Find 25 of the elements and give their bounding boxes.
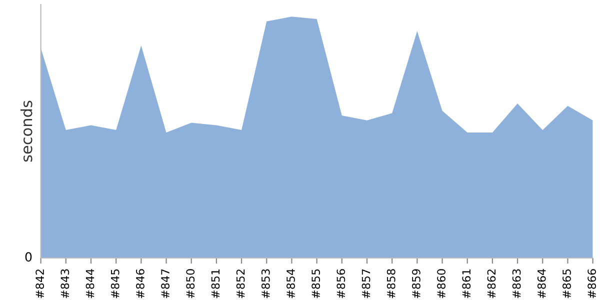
x-tick-label: #850 (186, 269, 195, 298)
x-tick-label: #853 (261, 269, 270, 298)
x-tick-label: #842 (36, 270, 44, 298)
x-tick-label: #862 (487, 270, 496, 298)
x-tick-label: #857 (362, 269, 370, 298)
text: 0 (25, 252, 32, 262)
x-tick-label: #844 (86, 269, 94, 298)
x-tick-label: #858 (386, 269, 396, 298)
x-tick-label: #855 (312, 269, 320, 298)
x-tick-label: #847 (161, 269, 170, 298)
x-tick-label: #863 (512, 269, 521, 298)
x-tick-label: #846 (136, 269, 144, 298)
x-tick-label: #845 (110, 269, 120, 298)
x-tick-label: #864 (537, 269, 546, 298)
x-tick-label: #859 (412, 269, 420, 298)
x-tick-label: #866 (588, 269, 596, 298)
x-tick-label: #851 (211, 269, 220, 298)
x-tick-label: #856 (336, 269, 346, 298)
x-tick-label: #865 (562, 269, 571, 298)
x-tick-label: #852 (236, 270, 245, 298)
y-axis-title: seconds (20, 100, 32, 162)
x-tick-label: #854 (286, 269, 295, 298)
x-tick-label: #843 (60, 269, 70, 298)
x-tick-label: #861 (462, 269, 471, 298)
x-tick-label: #860 (437, 269, 446, 298)
